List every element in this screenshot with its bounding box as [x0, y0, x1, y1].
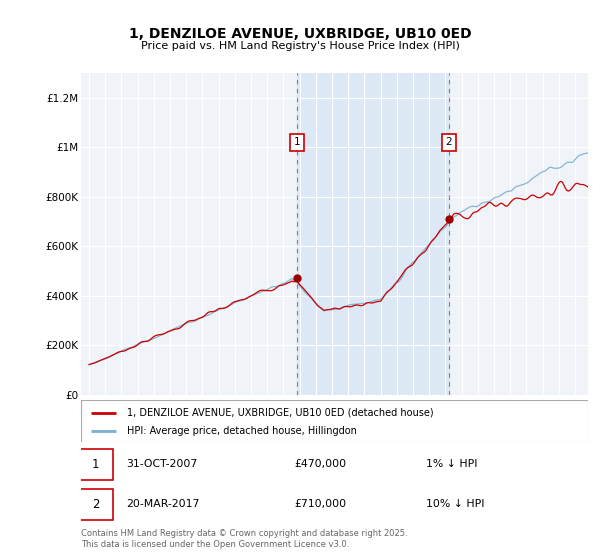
FancyBboxPatch shape: [79, 489, 113, 520]
Text: 2: 2: [446, 137, 452, 147]
Text: 1: 1: [293, 137, 300, 147]
Text: HPI: Average price, detached house, Hillingdon: HPI: Average price, detached house, Hill…: [127, 426, 356, 436]
Text: 1, DENZILOE AVENUE, UXBRIDGE, UB10 0ED (detached house): 1, DENZILOE AVENUE, UXBRIDGE, UB10 0ED (…: [127, 408, 433, 418]
Text: Price paid vs. HM Land Registry's House Price Index (HPI): Price paid vs. HM Land Registry's House …: [140, 41, 460, 52]
Text: 20-MAR-2017: 20-MAR-2017: [127, 500, 200, 509]
Text: £470,000: £470,000: [294, 459, 346, 469]
Bar: [297, 73, 449, 395]
FancyBboxPatch shape: [79, 449, 113, 479]
Text: 1, DENZILOE AVENUE, UXBRIDGE, UB10 0ED: 1, DENZILOE AVENUE, UXBRIDGE, UB10 0ED: [128, 27, 472, 41]
Text: 31-OCT-2007: 31-OCT-2007: [127, 459, 198, 469]
Text: 10% ↓ HPI: 10% ↓ HPI: [426, 500, 484, 509]
Text: 1: 1: [92, 458, 100, 470]
Text: Contains HM Land Registry data © Crown copyright and database right 2025.
This d: Contains HM Land Registry data © Crown c…: [81, 529, 407, 549]
Text: 2: 2: [92, 498, 100, 511]
Text: £710,000: £710,000: [294, 500, 346, 509]
Text: 1% ↓ HPI: 1% ↓ HPI: [426, 459, 477, 469]
